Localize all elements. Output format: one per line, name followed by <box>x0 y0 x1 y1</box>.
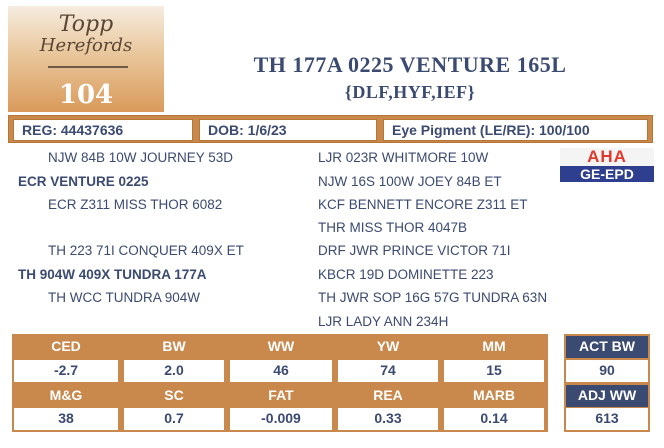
epd-header-mm: MM <box>482 338 506 354</box>
adj-ww-label: ADJ WW <box>566 385 648 407</box>
pedigree-ancestor: KBCR 19D DOMINETTE 223 <box>318 267 494 282</box>
epd-value-bw: 2.0 <box>124 360 224 382</box>
epd-header-ced: CED <box>51 338 81 354</box>
act-bw-value: 90 <box>566 360 648 382</box>
eye-pigment: Eye Pigment (LE/RE): 100/100 <box>383 119 648 141</box>
pedigree-ancestor: LJR 023R WHITMORE 10W <box>318 150 489 165</box>
pedigree-sire: ECR VENTURE 0225 <box>18 174 149 189</box>
pedigree-ancestor: KCF BENNETT ENCORE Z311 ET <box>318 197 528 212</box>
registration-number: REG: 44437636 <box>13 119 193 141</box>
epd-header-marb: MARB <box>473 387 515 403</box>
actual-weights-table: ACT BW 90 ADJ WW 613 <box>564 334 650 432</box>
farm-logo-panel: Topp Herefords 104 <box>8 6 164 112</box>
epd-header-ww: WW <box>267 338 295 354</box>
date-of-birth: DOB: 1/6/23 <box>199 119 377 141</box>
pedigree-ancestor: THR MISS THOR 4047B <box>318 220 468 235</box>
aha-ge-epd-logo: AHA GE-EPD <box>560 148 654 182</box>
farm-logo: Topp Herefords <box>8 14 164 70</box>
adj-ww-value: 613 <box>566 408 648 430</box>
aha-logo-text: AHA <box>560 148 654 166</box>
epd-header-sc: SC <box>164 387 184 403</box>
epd-value-ced: -2.7 <box>14 360 118 382</box>
epd-value-rea: 0.33 <box>338 408 438 430</box>
pedigree-ancestor: DRF JWR PRINCE VICTOR 71I <box>318 243 511 258</box>
epd-value-mm: 15 <box>444 360 544 382</box>
pedigree-dam-dam: TH WCC TUNDRA 904W <box>48 290 201 305</box>
epd-header-yw: YW <box>376 338 400 354</box>
epd-value-mg: 38 <box>14 408 118 430</box>
registration-info-bar: REG: 44437636 DOB: 1/6/23 Eye Pigment (L… <box>8 115 653 143</box>
epd-value-marb: 0.14 <box>444 408 544 430</box>
epd-value-ww: 46 <box>230 360 332 382</box>
pedigree-ancestor: TH JWR SOP 16G 57G TUNDRA 63N <box>318 290 548 305</box>
epd-table: CED BW WW YW MM -2.7 2.0 46 74 15 M&G SC… <box>12 334 548 432</box>
logo-line-2: Herefords <box>39 35 133 56</box>
pedigree-ancestor: LJR LADY ANN 234H <box>318 314 449 329</box>
epd-header-rea: REA <box>373 387 403 403</box>
logo-underline <box>48 66 128 68</box>
epd-header-mg: M&G <box>49 387 83 403</box>
ge-epd-logo-text: GE-EPD <box>560 166 654 182</box>
logo-line-1: Topp <box>58 12 114 37</box>
lot-number: 104 <box>58 80 114 110</box>
epd-header-fat: FAT <box>268 387 294 403</box>
epd-header-bw: BW <box>162 338 186 354</box>
pedigree-dam: TH 904W 409X TUNDRA 177A <box>18 267 207 282</box>
epd-value-fat: -0.009 <box>230 408 332 430</box>
epd-value-sc: 0.7 <box>124 408 224 430</box>
pedigree-sire-sire: NJW 84B 10W JOURNEY 53D <box>48 150 234 165</box>
pedigree-sire-dam: ECR Z311 MISS THOR 6082 <box>48 197 223 212</box>
act-bw-label: ACT BW <box>566 336 648 358</box>
animal-name-title: TH 177A 0225 VENTURE 165L <box>253 52 567 77</box>
pedigree-ancestor: NJW 16S 100W JOEY 84B ET <box>318 174 502 189</box>
pedigree-dam-sire: TH 223 71I CONQUER 409X ET <box>48 243 244 258</box>
epd-value-yw: 74 <box>338 360 438 382</box>
genetic-status-subtitle: {DLF,HYF,IEF} <box>344 82 476 102</box>
